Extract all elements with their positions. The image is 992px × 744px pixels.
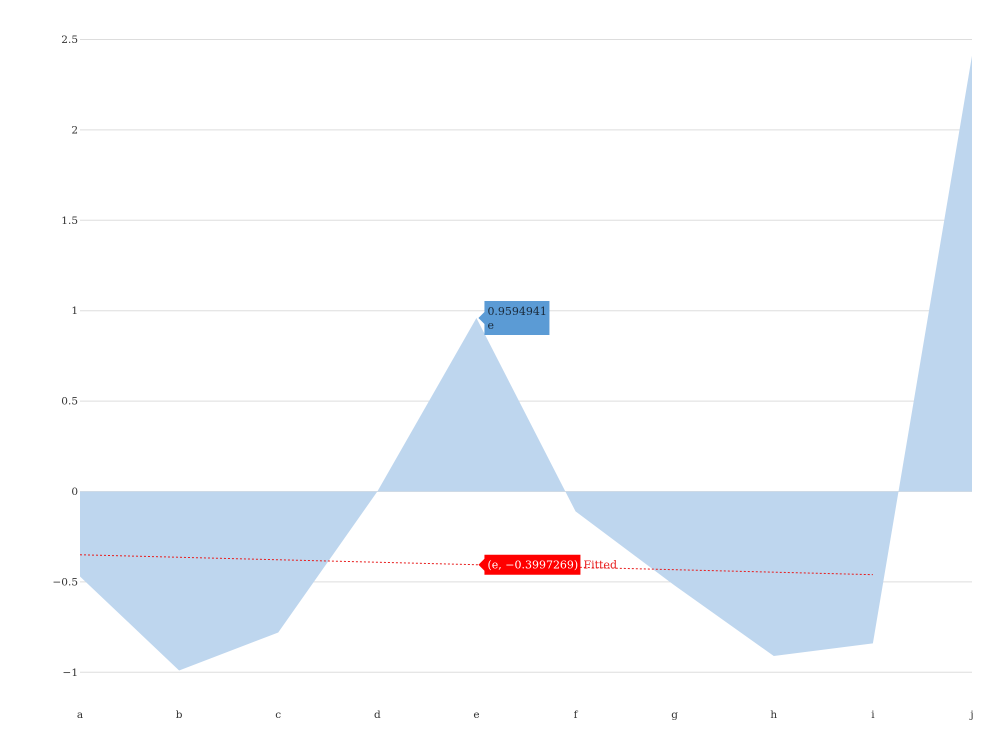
y-tick-label: −0.5 — [53, 576, 79, 588]
y-tick-label: 1.5 — [61, 215, 78, 227]
y-tick-label: −1 — [63, 667, 78, 679]
x-tick-label: d — [374, 709, 381, 721]
y-axis: −1 −0.5 0 0.5 1 1.5 2 2.5 — [53, 34, 79, 679]
x-axis: a b c d e f g h i j — [77, 709, 974, 721]
trend-layer — [79, 554, 873, 576]
y-tick-label: 2 — [71, 124, 78, 136]
y-tick-label: 2.5 — [61, 34, 78, 46]
x-tick-label: a — [77, 709, 83, 721]
y-tick-label: 0.5 — [61, 396, 78, 408]
x-tick-label: j — [968, 709, 973, 721]
fit-series-label: Fitted — [583, 559, 617, 572]
x-tick-label: g — [671, 709, 678, 721]
x-tick-label: c — [275, 709, 281, 721]
x-tick-label: i — [871, 709, 875, 721]
area-series — [80, 55, 972, 671]
point-tooltip-box — [478, 301, 550, 336]
x-tick-label: f — [574, 709, 579, 721]
fit-tooltip-box — [478, 554, 581, 575]
y-tick-label: 0 — [71, 486, 78, 498]
point-tooltip-category: e — [487, 319, 494, 332]
point-tooltip-value: 0.9594941 — [487, 305, 547, 318]
fit-tooltip: (e, −0.3997269) Fitted — [478, 554, 617, 575]
area-layer — [80, 55, 972, 671]
y-tick-label: 1 — [71, 305, 78, 317]
fit-tooltip-text: (e, −0.3997269) — [487, 559, 578, 572]
x-tick-label: e — [473, 709, 479, 721]
fitted-trend-line — [79, 554, 873, 576]
point-tooltip: 0.9594941 e — [478, 301, 550, 336]
x-tick-label: h — [770, 709, 777, 721]
x-tick-label: b — [176, 709, 183, 721]
